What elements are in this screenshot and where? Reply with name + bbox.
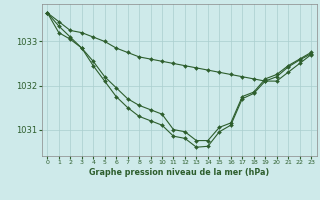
X-axis label: Graphe pression niveau de la mer (hPa): Graphe pression niveau de la mer (hPa) (89, 168, 269, 177)
